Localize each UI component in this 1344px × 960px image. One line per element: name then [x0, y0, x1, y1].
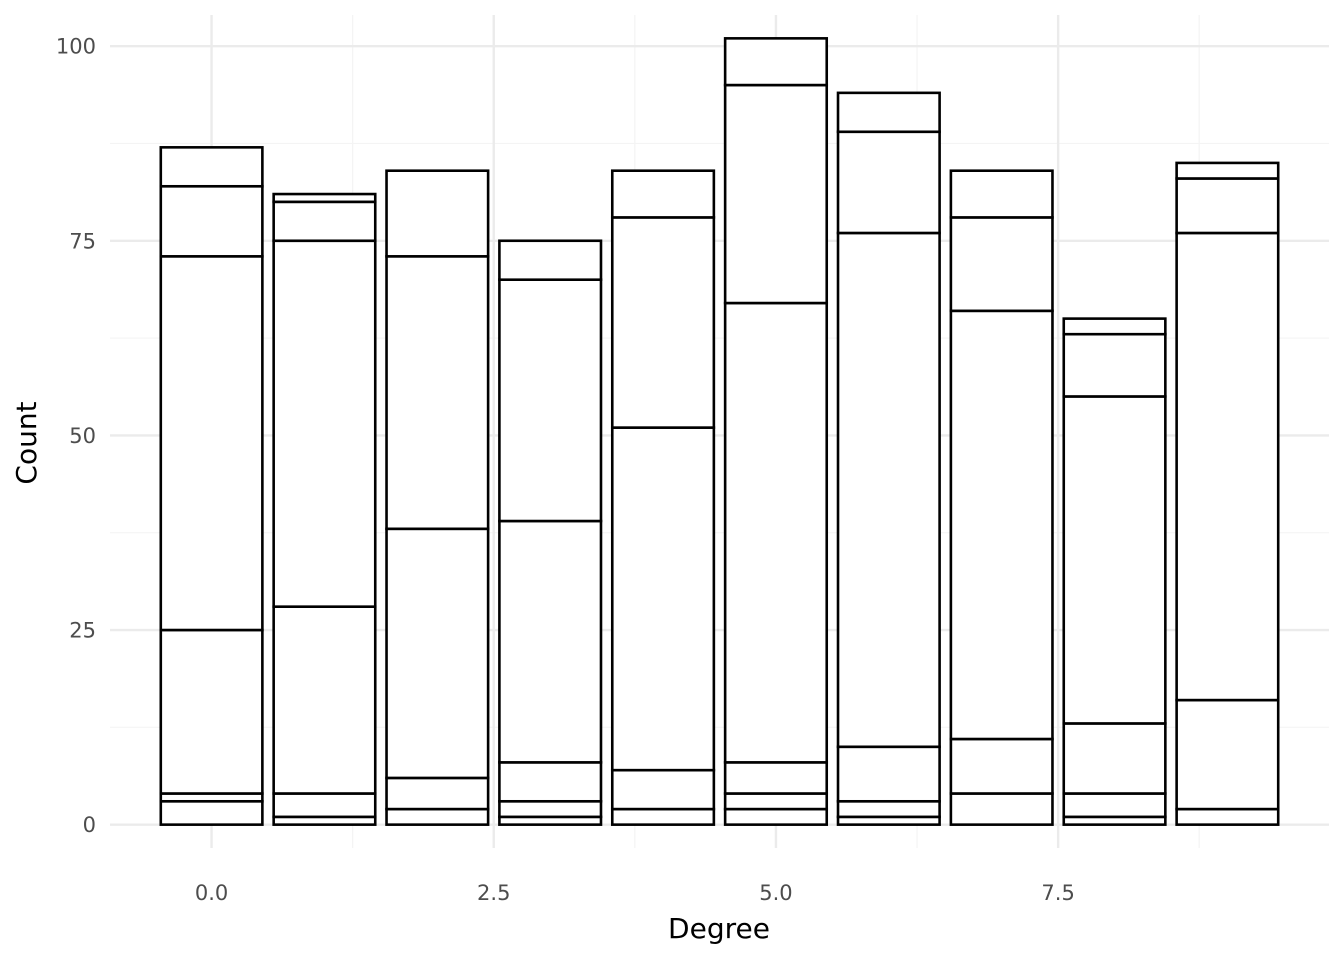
y-tick-label: 100 [56, 35, 96, 59]
x-tick-label: 0.0 [195, 881, 228, 905]
x-axis-title: Degree [668, 912, 770, 945]
bar-segment [498, 761, 603, 803]
bar-segment [1175, 231, 1280, 702]
bar-segment [159, 799, 264, 826]
bar-segment [610, 169, 716, 219]
bar-segment [498, 799, 603, 819]
bar-segment [1062, 722, 1167, 795]
bar-segment [159, 184, 264, 258]
bar-stack [836, 91, 941, 826]
bar-segment [498, 278, 603, 523]
bar-segment [272, 605, 377, 795]
bar-segment [836, 91, 941, 134]
bar-stack [385, 169, 490, 826]
x-tick-label: 2.5 [477, 881, 510, 905]
bars [159, 37, 1280, 826]
x-axis-tick-labels: 0.0 2.5 5.0 7.5 [195, 881, 1075, 905]
bar-segment [1175, 161, 1280, 180]
bar-segment [723, 301, 829, 764]
y-tick-label: 50 [69, 424, 96, 448]
bar-segment [723, 37, 829, 87]
bar-segment [385, 169, 490, 258]
bar-segment [610, 216, 716, 429]
bar-segment [1062, 332, 1167, 398]
bar-segment [1175, 698, 1280, 811]
bar-segment [723, 807, 829, 826]
bar-segment [1062, 317, 1167, 336]
bar-segment [836, 231, 941, 749]
bar-segment [498, 519, 603, 764]
bar-segment [836, 130, 941, 235]
bar-stack [610, 169, 716, 826]
x-tick-label: 7.5 [1041, 881, 1074, 905]
bar-segment [385, 527, 490, 780]
bar-segment [272, 200, 377, 243]
x-tick-label: 5.0 [759, 881, 792, 905]
y-tick-label: 0 [83, 813, 96, 837]
bar-segment [498, 239, 603, 281]
bar-segment [1175, 807, 1280, 826]
bar-segment [723, 761, 829, 795]
bar-stack [949, 169, 1054, 826]
bar-segment [272, 192, 377, 204]
bar-segment [610, 768, 716, 811]
bar-segment [385, 255, 490, 531]
bar-segment [1062, 792, 1167, 819]
bar-segment [1175, 177, 1280, 235]
bar-segment [385, 807, 490, 826]
bar-segment [610, 426, 716, 772]
bar-segment [949, 792, 1054, 826]
bar-segment [159, 628, 264, 795]
bar-stack [272, 192, 377, 826]
y-tick-label: 25 [69, 619, 96, 643]
bar-stack [1175, 161, 1280, 826]
y-axis-tick-labels: 0 25 50 75 100 [56, 35, 96, 838]
bar-segment [385, 776, 490, 811]
bar-segment [836, 745, 941, 803]
bar-segment [949, 309, 1054, 741]
bar-segment [610, 807, 716, 826]
y-tick-label: 75 [69, 229, 96, 253]
bar-segment [159, 146, 264, 188]
bar-segment [159, 255, 264, 632]
bar-segment [949, 169, 1054, 219]
bar-stack [723, 37, 829, 826]
bar-segment [949, 216, 1054, 313]
bar-segment [272, 792, 377, 819]
bar-stack [1062, 317, 1167, 826]
bar-stack [498, 239, 603, 826]
bar-segment [1062, 395, 1167, 725]
bar-segment [723, 83, 829, 305]
y-axis-title: Count [10, 401, 43, 484]
bar-segment [836, 799, 941, 819]
bar-segment [272, 239, 377, 608]
bar-stack [159, 146, 264, 826]
bar-segment [723, 792, 829, 811]
bar-segment [949, 737, 1054, 795]
